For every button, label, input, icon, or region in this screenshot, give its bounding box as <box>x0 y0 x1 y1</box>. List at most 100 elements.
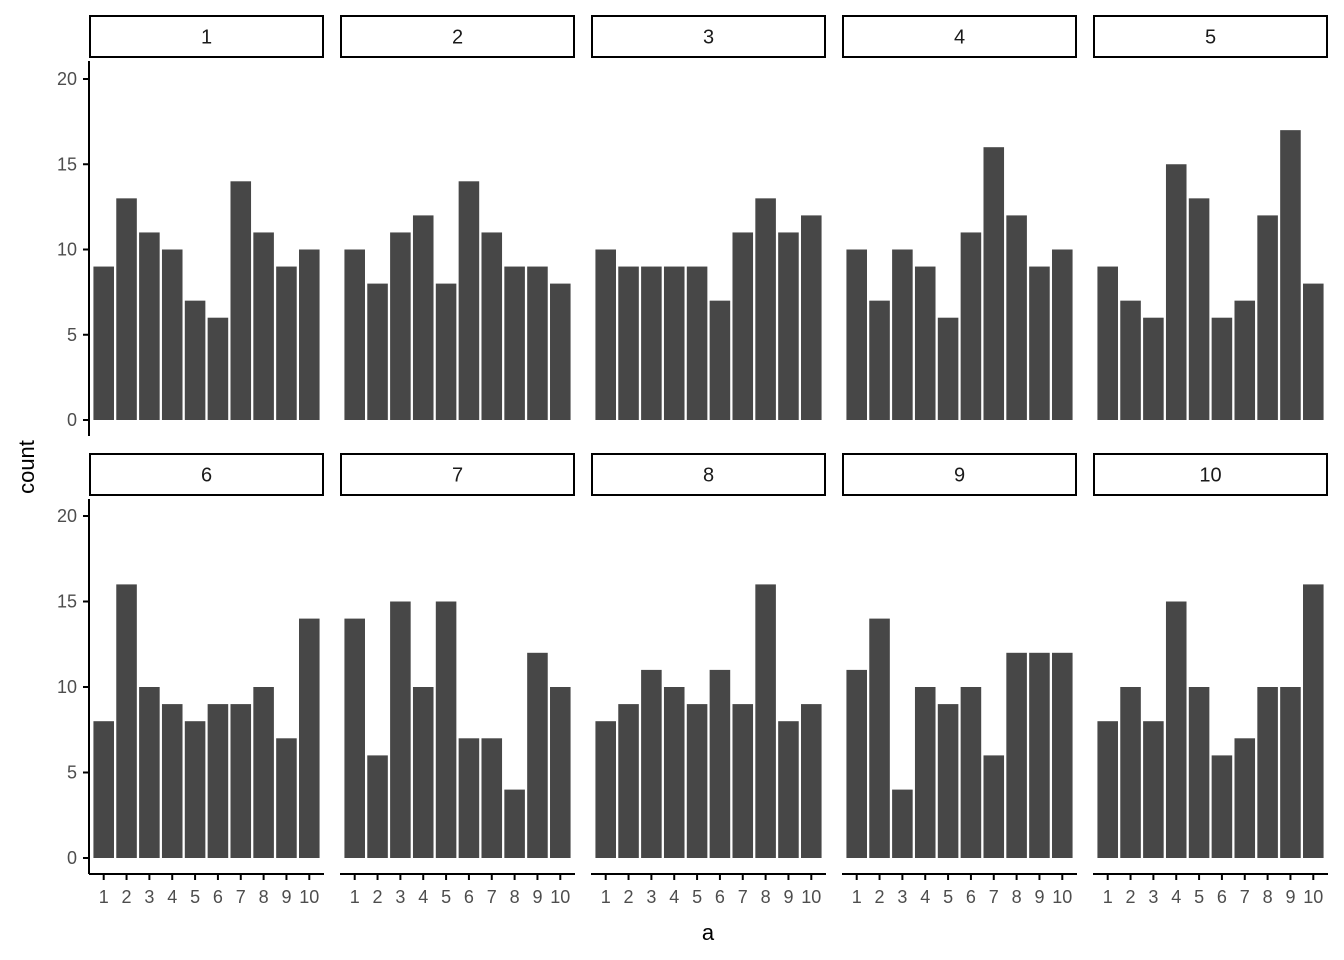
x-tick-label-5: 5 <box>1194 887 1204 907</box>
bar-facet-4-a-7 <box>983 147 1005 420</box>
x-tick-label-10: 10 <box>801 887 821 907</box>
bar-facet-8-a-4 <box>663 687 685 858</box>
x-tick-label-8: 8 <box>1263 887 1273 907</box>
x-tick-label-6: 6 <box>213 887 223 907</box>
facet-strip-8 <box>591 453 826 496</box>
bar-facet-1-a-5 <box>184 300 206 420</box>
facet-panel-9: 91 2 3 4 5 6 7 8 9 10 <box>842 453 1077 907</box>
x-tick-label-4: 4 <box>418 887 428 907</box>
facet-strip-label-2: 2 <box>452 27 463 49</box>
facet-strip-3 <box>591 15 826 58</box>
bar-facet-10-a-8 <box>1257 687 1278 858</box>
bar-facet-4-a-1 <box>846 249 867 420</box>
facet-strip-label-1: 1 <box>201 27 212 49</box>
facet-strip-1 <box>89 15 324 58</box>
bar-facet-8-a-6 <box>709 669 731 858</box>
x-tick-label-6: 6 <box>464 887 474 907</box>
x-tick-label-3: 3 <box>144 887 154 907</box>
bar-facet-3-a-10 <box>801 215 822 420</box>
bar-facet-9-a-5 <box>937 704 959 858</box>
facet-strip-label-9: 9 <box>954 465 965 487</box>
bar-facet-9-a-4 <box>914 687 936 858</box>
y-tick-label-0: 0 <box>67 410 77 430</box>
x-tick-label-4: 4 <box>920 887 930 907</box>
bar-facet-7-a-4 <box>412 687 434 858</box>
y-tick-label-0: 0 <box>67 848 77 868</box>
bar-facet-5-a-4 <box>1165 164 1187 420</box>
bar-facet-10-a-2 <box>1120 687 1141 858</box>
bar-facet-2-a-9 <box>527 266 548 420</box>
facet-panel-2: 2 <box>340 15 575 420</box>
x-tick-label-3: 3 <box>646 887 656 907</box>
bar-facet-4-a-6 <box>960 232 982 420</box>
bar-facet-8-a-1 <box>595 721 616 858</box>
x-tick-label-8: 8 <box>259 887 269 907</box>
x-tick-label-5: 5 <box>943 887 953 907</box>
x-tick-label-3: 3 <box>897 887 907 907</box>
facet-strip-9 <box>842 453 1077 496</box>
bar-facet-4-a-2 <box>869 300 890 420</box>
x-tick-label-10: 10 <box>1303 887 1323 907</box>
bar-facet-6-a-8 <box>253 687 274 858</box>
bar-facet-5-a-3 <box>1143 317 1164 420</box>
x-tick-label-2: 2 <box>1126 887 1136 907</box>
x-tick-label-4: 4 <box>669 887 679 907</box>
bar-facet-3-a-1 <box>595 249 616 420</box>
x-tick-label-10: 10 <box>550 887 570 907</box>
bar-facet-5-a-2 <box>1120 300 1141 420</box>
bar-facet-7-a-1 <box>344 618 365 858</box>
bar-facet-9-a-8 <box>1006 652 1027 858</box>
bar-facet-5-a-8 <box>1257 215 1278 420</box>
facet-strip-6 <box>89 453 324 496</box>
x-tick-label-8: 8 <box>510 887 520 907</box>
bar-facet-3-a-2 <box>618 266 639 420</box>
facet-strip-label-8: 8 <box>703 465 714 487</box>
bar-facet-9-a-6 <box>960 687 982 858</box>
bar-facet-9-a-2 <box>869 618 890 858</box>
bar-facet-6-a-2 <box>116 584 137 858</box>
x-tick-label-6: 6 <box>966 887 976 907</box>
x-tick-label-9: 9 <box>783 887 793 907</box>
bar-facet-5-a-1 <box>1097 266 1118 420</box>
x-tick-label-9: 9 <box>532 887 542 907</box>
y-tick-label-5: 5 <box>67 763 77 783</box>
bar-facet-7-a-2 <box>367 755 388 858</box>
bar-facet-10-a-5 <box>1188 687 1210 858</box>
y-tick-label-20: 20 <box>57 506 77 526</box>
bar-facet-3-a-9 <box>778 232 799 420</box>
bar-facet-5-a-5 <box>1188 198 1210 420</box>
facet-panel-5: 5 <box>1093 15 1328 420</box>
facet-strip-7 <box>340 453 575 496</box>
bar-facet-6-a-9 <box>276 738 297 858</box>
bar-facet-8-a-5 <box>686 704 708 858</box>
bar-facet-7-a-9 <box>527 652 548 858</box>
x-tick-label-2: 2 <box>624 887 634 907</box>
bar-facet-1-a-8 <box>253 232 274 420</box>
y-tick-label-15: 15 <box>57 592 77 612</box>
x-tick-label-1: 1 <box>1103 887 1113 907</box>
bar-facet-7-a-8 <box>504 789 525 858</box>
bar-facet-5-a-6 <box>1211 317 1233 420</box>
x-tick-label-5: 5 <box>190 887 200 907</box>
facet-strip-label-5: 5 <box>1205 27 1216 49</box>
x-tick-label-9: 9 <box>281 887 291 907</box>
y-axis-title: count <box>14 440 39 494</box>
x-tick-label-8: 8 <box>761 887 771 907</box>
x-tick-label-10: 10 <box>299 887 319 907</box>
bar-facet-7-a-7 <box>481 738 503 858</box>
facet-strip-5 <box>1093 15 1328 58</box>
bar-facet-5-a-10 <box>1303 283 1324 420</box>
x-tick-label-3: 3 <box>395 887 405 907</box>
bar-facet-4-a-5 <box>937 317 959 420</box>
bar-facet-3-a-6 <box>709 300 731 420</box>
bar-facet-2-a-10 <box>550 283 571 420</box>
x-tick-label-7: 7 <box>487 887 497 907</box>
x-tick-label-1: 1 <box>350 887 360 907</box>
bar-facet-2-a-4 <box>412 215 434 420</box>
x-tick-label-5: 5 <box>692 887 702 907</box>
x-tick-label-10: 10 <box>1052 887 1072 907</box>
bar-facet-9-a-3 <box>892 789 913 858</box>
bar-facet-1-a-4 <box>161 249 183 420</box>
facet-panel-3: 3 <box>591 15 826 420</box>
